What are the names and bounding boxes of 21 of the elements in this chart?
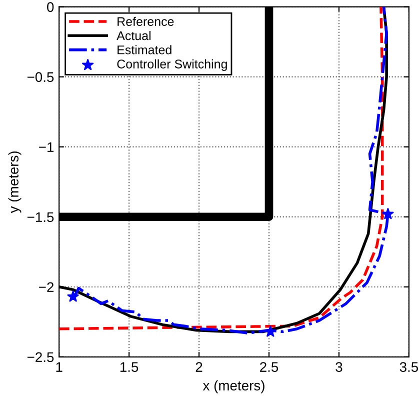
point bbox=[67, 290, 79, 302]
y-tick-label: −1 bbox=[39, 142, 54, 152]
legend-label: Controller Switching bbox=[117, 59, 227, 71]
point bbox=[264, 326, 276, 337]
x-tick-label: 1 bbox=[56, 362, 62, 372]
x-tick-label: 2.5 bbox=[260, 362, 278, 372]
x-tick-label: 3.5 bbox=[400, 362, 418, 372]
y-tick-label: −2.5 bbox=[27, 352, 54, 362]
y-tick-label: 0 bbox=[47, 2, 54, 12]
y-tick-label: −0.5 bbox=[27, 72, 54, 82]
y-tick-label: −2 bbox=[39, 282, 54, 292]
x-tick-label: 3 bbox=[336, 362, 342, 372]
legend-label: Estimated bbox=[118, 45, 172, 54]
y-axis-title: y (meters) bbox=[8, 151, 22, 214]
point bbox=[382, 208, 394, 220]
legend-label: Reference bbox=[118, 16, 174, 26]
x-tick-label: 2 bbox=[196, 362, 202, 372]
x-tick-label: 1.5 bbox=[120, 362, 138, 372]
x-axis-title: x (meters) bbox=[202, 380, 264, 394]
y-tick-label: −1.5 bbox=[27, 212, 54, 222]
legend-label: Actual bbox=[116, 30, 150, 40]
